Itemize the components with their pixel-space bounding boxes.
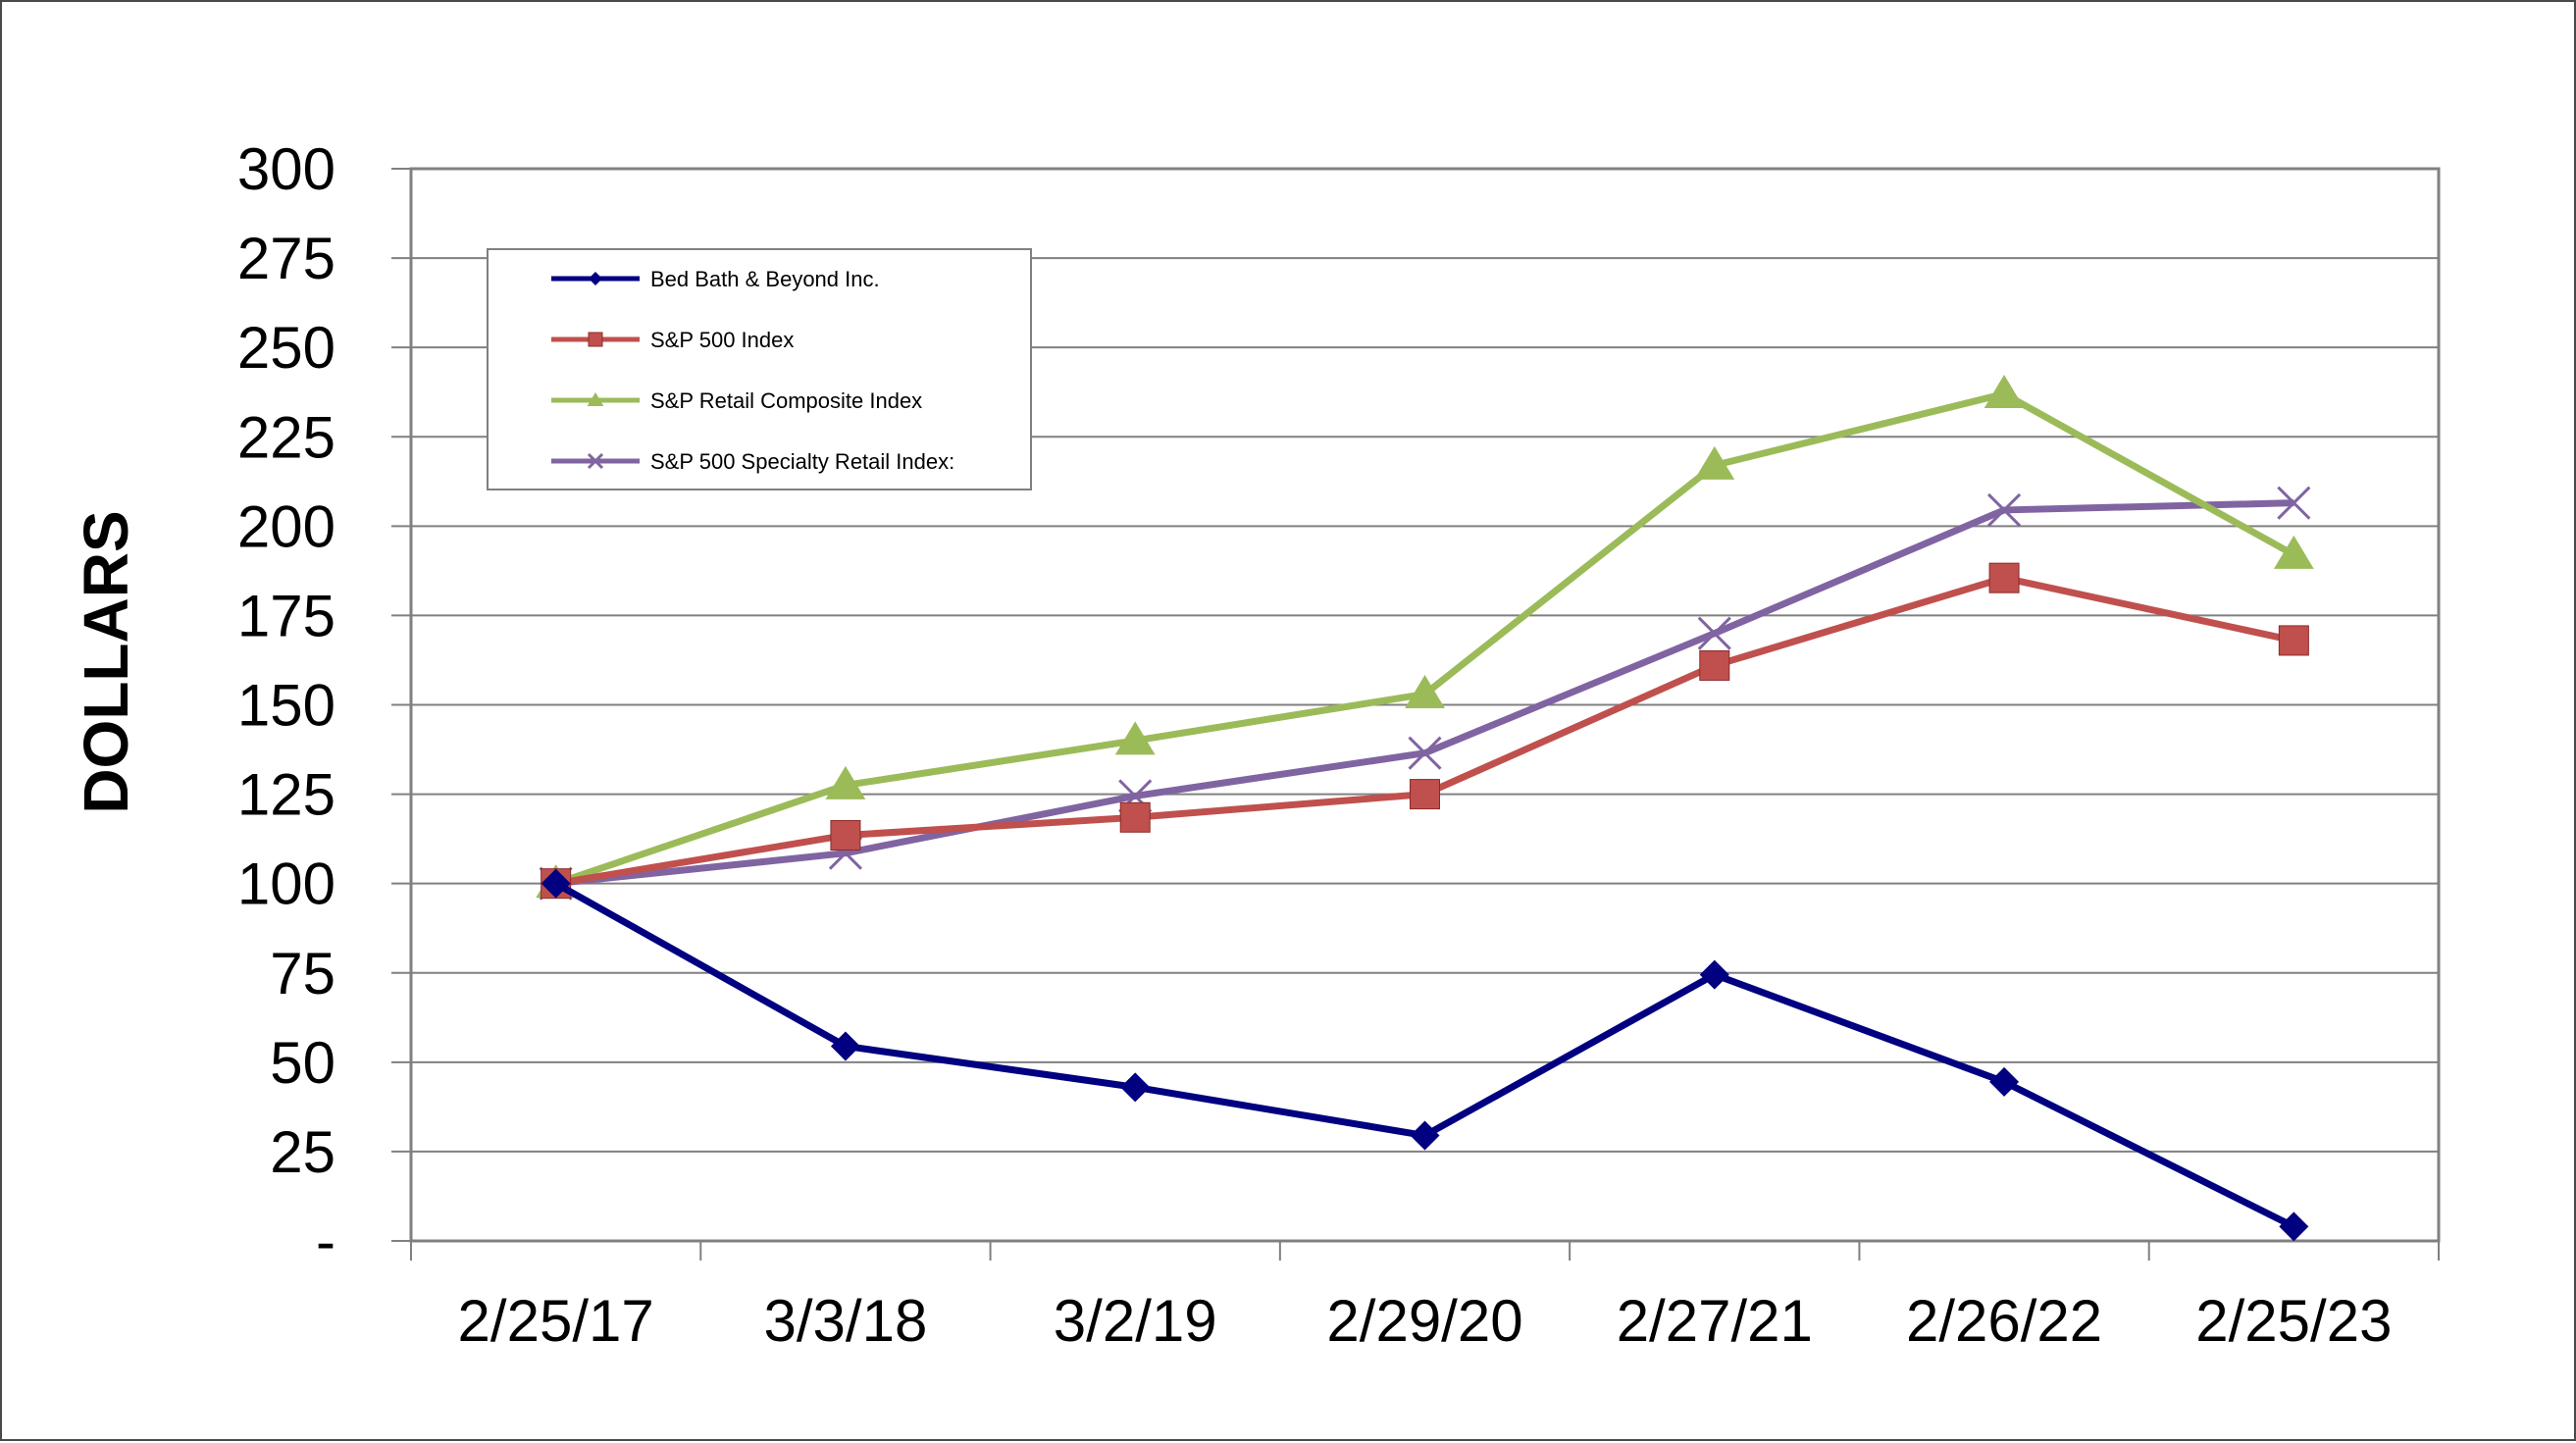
data-point — [1114, 721, 1156, 755]
legend-label: S&P 500 Index — [650, 328, 794, 352]
data-point — [1410, 1120, 1440, 1151]
series-lines — [536, 374, 2314, 1242]
data-point — [541, 868, 571, 899]
legend-entry: S&P Retail Composite Index — [551, 388, 922, 413]
data-point — [1989, 1066, 2020, 1097]
data-point — [830, 819, 861, 850]
y-tick-label: 100 — [237, 851, 335, 917]
data-point — [830, 1031, 860, 1061]
series-line — [555, 574, 2295, 888]
data-point — [2278, 625, 2309, 656]
y-tick-label: 150 — [237, 673, 335, 739]
legend-label: S&P 500 Specialty Retail Index: — [650, 449, 954, 474]
series-line — [553, 880, 2295, 1230]
y-tick-label: 275 — [237, 226, 335, 291]
data-point — [1408, 736, 1442, 770]
y-tick-label: 75 — [270, 941, 335, 1006]
data-point — [587, 452, 604, 470]
data-point — [1987, 492, 2022, 527]
y-tick-label: 125 — [237, 762, 335, 828]
x-tick-label: 2/27/21 — [1617, 1288, 1813, 1354]
axes — [391, 167, 2441, 1261]
x-tick-label: 2/25/17 — [458, 1288, 654, 1354]
x-tick-label: 2/26/22 — [1906, 1288, 2102, 1354]
y-tick-label: - — [316, 1209, 335, 1274]
data-point — [588, 332, 603, 347]
data-point — [1405, 675, 1445, 709]
series-0 — [541, 868, 2309, 1242]
data-point — [1699, 959, 1729, 990]
data-point — [587, 391, 604, 406]
data-point — [1694, 445, 1735, 480]
legend-label: S&P Retail Composite Index — [650, 388, 922, 413]
y-tick-label: 225 — [237, 404, 335, 470]
legend-entry: Bed Bath & Beyond Inc. — [551, 267, 880, 291]
legend-box — [487, 248, 1032, 490]
data-point — [1988, 562, 2020, 593]
legend-entry: S&P 500 Index — [551, 328, 794, 352]
y-tick-label: 50 — [270, 1030, 335, 1096]
y-tick-label: 250 — [237, 315, 335, 381]
data-point — [2279, 1211, 2309, 1242]
data-point — [1120, 1072, 1151, 1103]
data-point — [825, 765, 866, 799]
legend-entry: S&P 500 Specialty Retail Index: — [551, 449, 954, 474]
data-point — [1119, 801, 1151, 833]
y-tick-label: 25 — [270, 1119, 335, 1185]
legend-label: Bed Bath & Beyond Inc. — [650, 267, 880, 291]
x-tick-label: 2/25/23 — [2195, 1288, 2392, 1354]
data-point — [1697, 616, 1731, 650]
y-tick-label: 175 — [237, 583, 335, 648]
x-tick-label: 3/3/18 — [764, 1288, 928, 1354]
data-point — [1984, 374, 2025, 408]
data-point — [1699, 649, 1730, 681]
y-tick-label: 200 — [237, 493, 335, 559]
legend: Bed Bath & Beyond Inc. S&P 500 Index S&P R… — [487, 248, 1032, 490]
data-point — [2273, 535, 2314, 569]
data-point — [2277, 486, 2311, 520]
data-point — [1410, 779, 1440, 810]
x-tick-label: 3/2/19 — [1054, 1288, 1217, 1354]
data-point — [589, 272, 602, 285]
y-axis-title: DOLLARS — [71, 510, 141, 813]
x-tick-label: 2/29/20 — [1326, 1288, 1522, 1354]
y-tick-label: 300 — [237, 136, 335, 202]
tick-labels: - 25 50 75 100 125 150 175 200 225 250 275 300 2/25/1… — [237, 136, 2393, 1354]
series-1 — [541, 562, 2309, 900]
